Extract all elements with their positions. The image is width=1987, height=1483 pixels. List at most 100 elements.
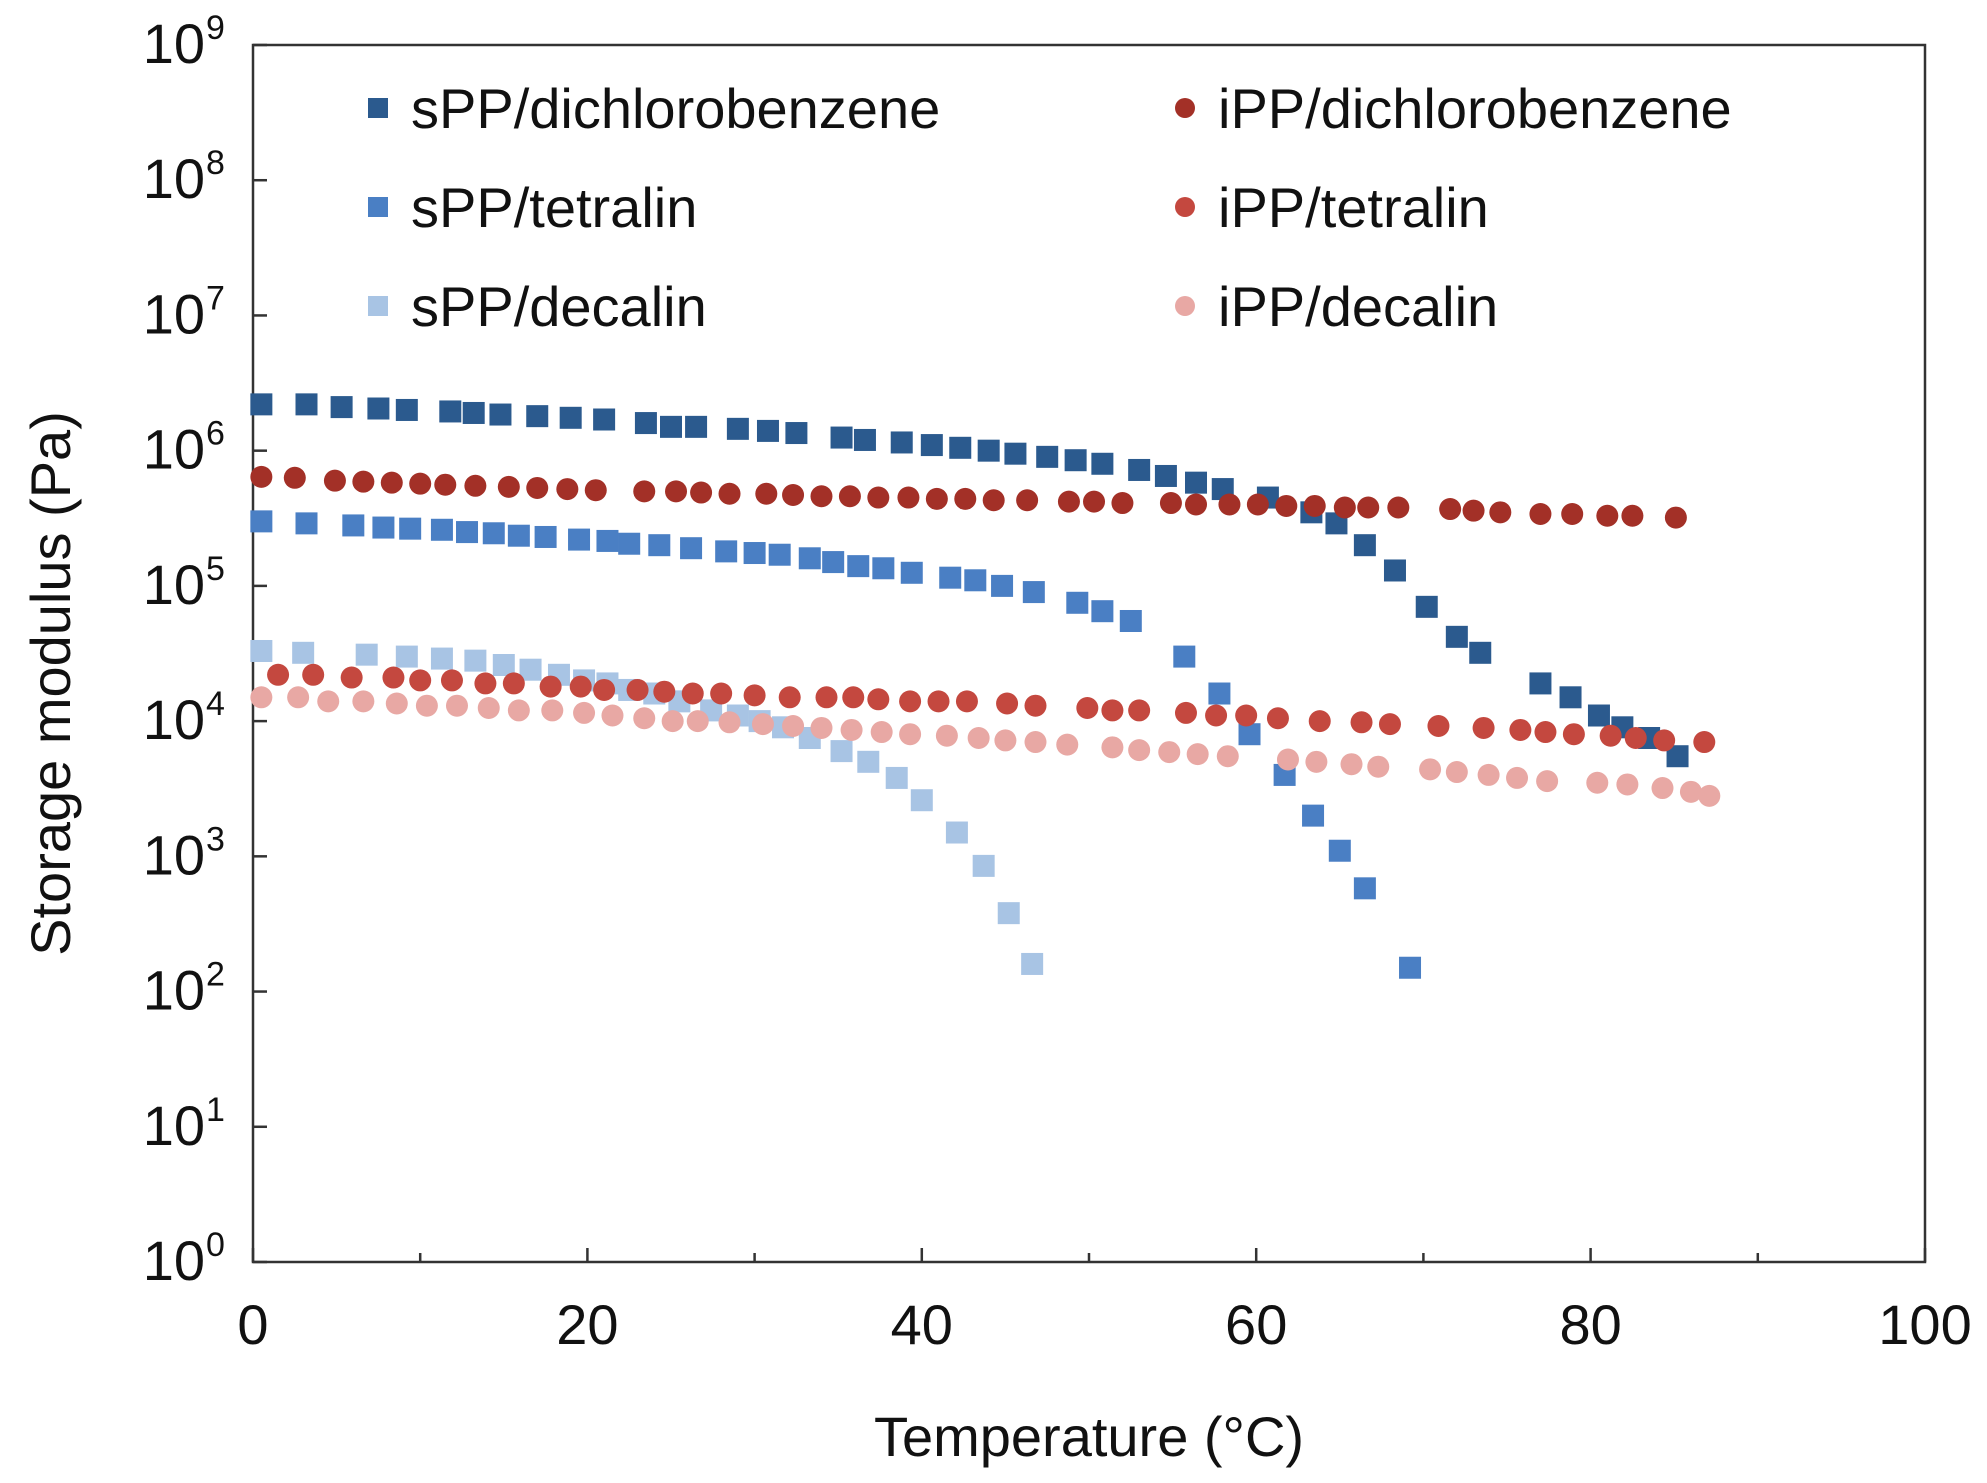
data-point — [1367, 755, 1390, 778]
data-point — [665, 480, 688, 503]
legend-label: sPP/tetralin — [411, 176, 697, 239]
data-point — [492, 653, 515, 676]
y-tick-label: 10 — [143, 959, 205, 1022]
data-point — [1616, 773, 1639, 796]
data-point — [1205, 704, 1228, 727]
data-point — [250, 393, 273, 416]
data-point — [718, 482, 741, 505]
data-point — [502, 672, 525, 695]
data-point — [330, 396, 353, 419]
data-point — [798, 547, 821, 570]
data-point — [317, 690, 340, 713]
data-point — [385, 692, 408, 715]
data-point — [996, 692, 1019, 715]
data-point — [302, 663, 325, 686]
data-point — [967, 727, 990, 750]
data-point — [927, 690, 950, 713]
data-point — [1056, 733, 1079, 756]
data-point — [395, 645, 418, 668]
data-point — [1208, 682, 1231, 705]
data-point — [380, 471, 403, 494]
data-point — [1305, 750, 1328, 773]
data-point — [900, 561, 923, 584]
y-tick-exponent: 3 — [206, 820, 225, 858]
data-point — [1036, 445, 1059, 468]
y-tick-label: 10 — [143, 282, 205, 345]
data-point — [1506, 766, 1529, 789]
legend-item: iPP/decalin — [1175, 275, 1498, 338]
y-tick-exponent: 0 — [206, 1226, 225, 1264]
data-point — [1472, 716, 1495, 739]
data-point — [323, 469, 346, 492]
data-point — [718, 711, 741, 734]
legend-marker-circle — [1175, 197, 1195, 217]
data-point — [949, 436, 972, 459]
data-point — [1174, 701, 1197, 724]
series-1 — [250, 510, 1422, 979]
y-tick-exponent: 9 — [206, 9, 225, 47]
data-point — [997, 902, 1020, 925]
data-point — [1216, 745, 1239, 768]
data-point — [1091, 600, 1114, 623]
data-point — [726, 417, 749, 440]
series-3 — [250, 465, 1687, 529]
data-point — [1399, 956, 1422, 979]
data-point — [782, 715, 805, 738]
data-point — [1128, 699, 1151, 722]
data-point — [430, 518, 453, 541]
data-point — [1218, 493, 1241, 516]
data-point — [853, 428, 876, 451]
data-point — [899, 723, 922, 746]
data-point — [633, 707, 656, 730]
data-point — [1057, 490, 1080, 513]
data-point — [660, 415, 682, 438]
data-point — [815, 686, 838, 709]
y-tick-exponent: 2 — [206, 956, 225, 994]
data-point — [584, 479, 607, 502]
data-point — [633, 480, 656, 503]
data-point — [1066, 591, 1089, 614]
data-point — [1383, 559, 1406, 582]
data-point — [1419, 758, 1442, 781]
data-point — [710, 682, 733, 705]
legend-label: sPP/dichlorobenzene — [411, 77, 940, 140]
data-point — [626, 678, 649, 701]
data-point — [939, 566, 962, 589]
y-tick-label: 10 — [143, 12, 205, 75]
data-point — [686, 710, 709, 733]
y-tick-exponent: 6 — [206, 415, 225, 453]
data-point — [593, 678, 616, 701]
data-point — [283, 466, 306, 489]
data-point — [477, 697, 500, 720]
y-tick-label: 10 — [143, 553, 205, 616]
data-point — [743, 542, 766, 565]
data-point — [890, 431, 913, 454]
data-point — [601, 704, 624, 727]
data-point — [559, 406, 582, 429]
data-point — [1679, 780, 1702, 803]
data-point — [593, 408, 616, 431]
y-tick-label: 10 — [143, 823, 205, 886]
data-point — [1246, 493, 1269, 516]
data-point — [782, 484, 805, 507]
legend-marker-circle — [1175, 98, 1195, 118]
data-point — [352, 690, 375, 713]
data-point — [340, 666, 363, 689]
data-point — [434, 473, 457, 496]
data-point — [1651, 777, 1674, 800]
data-point — [497, 475, 520, 498]
data-point — [1529, 672, 1552, 695]
data-point — [464, 649, 487, 672]
data-point — [1693, 731, 1716, 754]
data-point — [295, 512, 318, 535]
legend-marker-square — [368, 296, 388, 316]
data-point — [568, 528, 591, 551]
data-point — [489, 403, 512, 426]
y-tick-exponent: 7 — [206, 279, 225, 317]
data-point — [954, 487, 977, 510]
legend-item: sPP/tetralin — [368, 176, 697, 239]
data-point — [1596, 504, 1619, 527]
data-point — [867, 486, 890, 509]
data-point — [1128, 458, 1151, 481]
